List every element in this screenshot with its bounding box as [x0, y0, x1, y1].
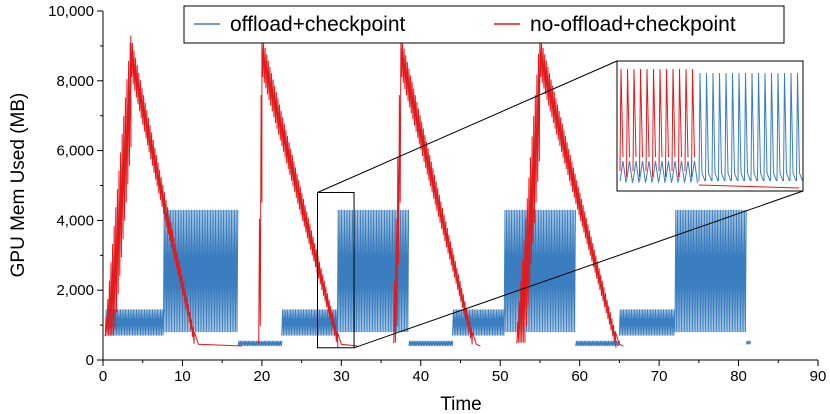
x-tick-label: 90: [810, 368, 827, 385]
x-tick-label: 30: [333, 368, 350, 385]
legend: offload+checkpoint no-offload+checkpoint: [183, 5, 785, 44]
inset-line-offload: [619, 72, 803, 184]
y-tick-label: 8,000: [56, 73, 94, 90]
axes-layer: 0 10 20 30 40 50 60 70 80 90 0 2,000 4,000 6,000 8,000…: [48, 3, 826, 385]
x-tick-label: 50: [492, 368, 509, 385]
inset-line-no-offload: [619, 68, 800, 189]
zoom-region-box: [317, 191, 355, 349]
x-tick-label: 10: [174, 368, 191, 385]
x-tick-label: 20: [254, 368, 271, 385]
zoom-layer: [317, 60, 804, 349]
x-tick-label: 80: [730, 368, 747, 385]
series-line-no-offload: [104, 35, 624, 348]
series-layer: [104, 35, 751, 348]
y-tick-label: 10,000: [48, 3, 94, 20]
inset-frame: [616, 60, 804, 192]
y-tick-label: 0: [86, 352, 94, 369]
legend-label-no-offload: no-offload+checkpoint: [530, 13, 736, 36]
x-tick-label: 60: [571, 368, 588, 385]
legend-label-offload: offload+checkpoint: [230, 13, 405, 36]
x-tick-label: 40: [412, 368, 429, 385]
y-tick-label: 6,000: [56, 143, 94, 160]
zoom-connector-bottom: [353, 190, 804, 349]
x-tick-label: 70: [651, 368, 668, 385]
y-tick-label: 2,000: [56, 282, 94, 299]
series-line-offload: [104, 209, 751, 347]
x-tick-label: 0: [99, 368, 107, 385]
x-axis-label: Time: [440, 394, 482, 414]
y-axis-label: GPU Mem Used (MB): [8, 93, 29, 278]
y-tick-label: 4,000: [56, 212, 94, 229]
zoom-connector-top: [317, 60, 618, 193]
legend-box: [183, 5, 785, 44]
inset-layer: [616, 60, 804, 192]
